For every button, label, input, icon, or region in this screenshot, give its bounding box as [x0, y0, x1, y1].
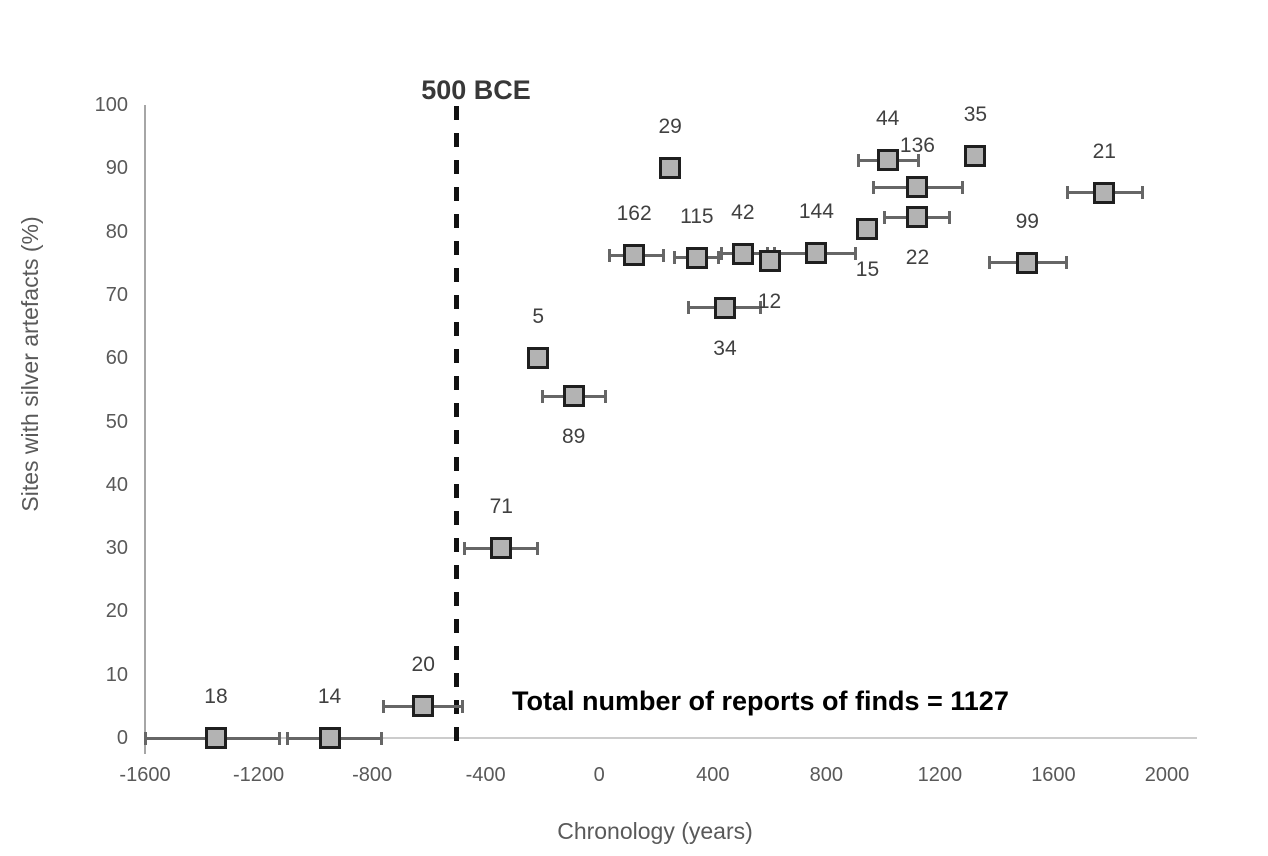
- x-tick-label: -1200: [232, 764, 285, 786]
- data-point-14: [318, 727, 341, 749]
- point-label-5: 5: [532, 305, 545, 329]
- data-point-162: [623, 244, 646, 267]
- point-label-99: 99: [1015, 209, 1039, 233]
- data-point-89: [562, 385, 585, 408]
- point-label-29: 29: [658, 115, 682, 139]
- error-bar-cap: [285, 731, 289, 745]
- error-bar-cap: [1065, 256, 1069, 270]
- reference-line-label: 500 BCE: [421, 75, 531, 105]
- annotation-total-reports: Total number of reports of finds = 1127: [512, 686, 1009, 716]
- error-bar-cap: [872, 180, 876, 194]
- error-bar-cap: [144, 731, 147, 745]
- x-tick-label: 2000: [1144, 764, 1190, 786]
- y-tick-label: 80: [105, 220, 128, 243]
- y-axis-line: [144, 105, 146, 754]
- data-point-35: [964, 144, 987, 167]
- point-label-34: 34: [713, 336, 737, 360]
- x-tick-label: 400: [696, 764, 730, 786]
- point-label-22: 22: [905, 246, 930, 270]
- y-tick-label: 100: [94, 94, 128, 116]
- y-tick-label: 10: [105, 663, 128, 686]
- error-bar-cap: [988, 256, 992, 270]
- y-tick-label: 70: [105, 283, 128, 306]
- data-point-18: [204, 727, 227, 749]
- point-label-89: 89: [561, 425, 586, 449]
- error-bar-cap: [687, 301, 691, 315]
- data-point-99: [1016, 251, 1039, 274]
- x-tick-label: 1600: [1031, 764, 1076, 786]
- point-label-115: 115: [680, 204, 714, 228]
- y-tick-label: 20: [105, 600, 128, 623]
- error-bar-cap: [661, 248, 665, 262]
- x-tick-label: -400: [465, 764, 506, 786]
- error-bar-cap: [717, 251, 721, 265]
- y-tick-label: 0: [116, 727, 128, 749]
- y-tick-label: 40: [105, 473, 128, 496]
- data-point-115: [685, 246, 708, 269]
- y-tick-label: 90: [105, 157, 128, 180]
- error-bar-cap: [853, 246, 857, 260]
- error-bar-cap: [1066, 186, 1070, 200]
- error-bar-cap: [604, 389, 608, 403]
- point-label-20: 20: [411, 653, 435, 677]
- data-point-21: [1093, 181, 1116, 204]
- point-label-18: 18: [204, 685, 228, 708]
- error-bar-cap: [1141, 186, 1145, 200]
- error-bar-cap: [608, 248, 612, 262]
- x-tick-label: 0: [593, 764, 605, 786]
- data-point-29: [659, 157, 682, 180]
- error-bar-cap: [536, 541, 540, 555]
- x-tick-label: 1200: [917, 764, 963, 786]
- point-label-35: 35: [963, 102, 988, 126]
- error-bar-cap: [961, 180, 965, 194]
- x-tick-label: 800: [809, 764, 844, 786]
- point-label-21: 21: [1092, 139, 1116, 163]
- error-bar-cap: [380, 731, 384, 745]
- error-bar-cap: [856, 153, 860, 167]
- y-tick-label: 60: [105, 347, 128, 370]
- x-axis-line: [145, 737, 1197, 739]
- error-bar-cap: [720, 247, 723, 261]
- y-tick-label: 50: [105, 410, 128, 433]
- reference-line-500bce: [454, 106, 459, 754]
- error-bar-cap: [277, 731, 281, 745]
- data-point-20: [412, 695, 435, 718]
- error-bar-cap: [947, 210, 951, 224]
- data-point-144: [805, 242, 828, 265]
- point-label-14: 14: [317, 685, 342, 708]
- error-bar-cap: [673, 251, 677, 265]
- error-bar-cap: [917, 153, 921, 167]
- y-tick-label: 30: [105, 537, 128, 560]
- error-bar-cap: [541, 389, 545, 403]
- error-bar-cap: [758, 301, 762, 315]
- point-label-15: 15: [855, 258, 880, 282]
- y-axis-title: Sites with silver artefacts (%): [17, 216, 43, 512]
- point-label-12: 12: [757, 290, 782, 314]
- data-point-136: [906, 176, 929, 199]
- data-point-44: [876, 149, 899, 172]
- error-bar-cap: [382, 699, 386, 713]
- data-point-12: [758, 250, 781, 273]
- data-point-15: [856, 218, 879, 241]
- point-label-44: 44: [875, 107, 900, 131]
- error-bar-cap: [460, 699, 464, 713]
- point-label-71: 71: [489, 495, 513, 519]
- point-label-144: 144: [798, 200, 834, 224]
- data-point-5: [527, 347, 550, 370]
- data-point-42: [731, 242, 754, 265]
- point-label-162: 162: [616, 202, 652, 226]
- point-label-42: 42: [731, 200, 755, 224]
- data-point-34: [713, 296, 736, 319]
- error-bar-cap: [463, 541, 467, 555]
- point-label-136: 136: [899, 134, 935, 158]
- error-bar-cap: [882, 210, 886, 224]
- data-point-22: [906, 206, 929, 229]
- x-tick-label: -800: [352, 764, 393, 786]
- x-axis-title: Chronology (years): [557, 818, 753, 844]
- x-tick-label: -1600: [119, 764, 171, 786]
- data-point-71: [490, 537, 513, 560]
